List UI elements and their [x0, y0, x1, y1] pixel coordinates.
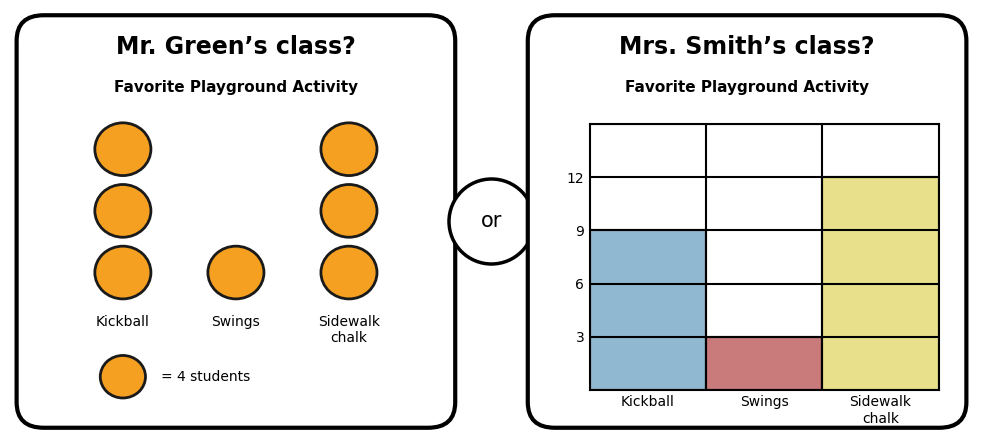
Circle shape [94, 123, 151, 175]
Circle shape [449, 179, 534, 264]
Circle shape [94, 184, 151, 237]
FancyBboxPatch shape [528, 15, 966, 428]
Circle shape [320, 184, 377, 237]
Circle shape [320, 246, 377, 299]
Circle shape [100, 355, 145, 398]
Text: Swings: Swings [211, 315, 260, 329]
Circle shape [320, 123, 377, 175]
Text: Mr. Green’s class?: Mr. Green’s class? [116, 35, 356, 59]
Bar [590, 230, 706, 390]
Text: = 4 students: = 4 students [161, 370, 251, 384]
Text: Kickball: Kickball [96, 315, 149, 329]
Text: Favorite Playground Activity: Favorite Playground Activity [625, 80, 869, 95]
Bar [706, 337, 823, 390]
Bar [823, 177, 939, 390]
Text: or: or [481, 211, 502, 232]
FancyBboxPatch shape [17, 15, 455, 428]
Text: Mrs. Smith’s class?: Mrs. Smith’s class? [619, 35, 875, 59]
Circle shape [94, 246, 151, 299]
Text: Favorite Playground Activity: Favorite Playground Activity [114, 80, 358, 95]
Text: Sidewalk
chalk: Sidewalk chalk [318, 315, 380, 345]
Circle shape [207, 246, 264, 299]
